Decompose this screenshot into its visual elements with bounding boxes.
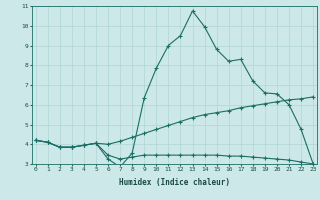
X-axis label: Humidex (Indice chaleur): Humidex (Indice chaleur) xyxy=(119,178,230,187)
